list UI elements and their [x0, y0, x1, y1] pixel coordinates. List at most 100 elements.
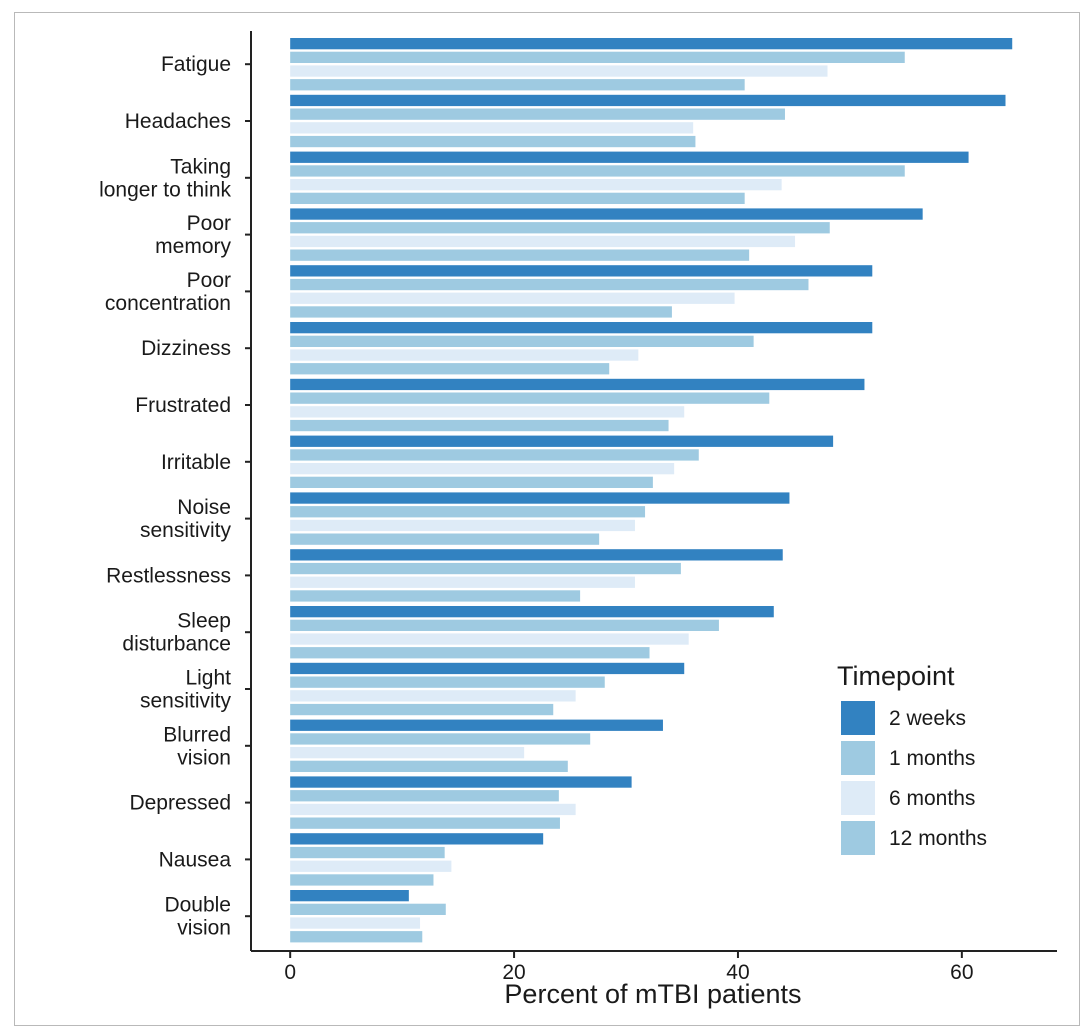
legend-label: 12 months: [889, 827, 987, 850]
category-label: Blurred: [163, 723, 231, 746]
bar: [290, 890, 409, 902]
x-tick-label: 40: [726, 961, 749, 984]
x-tick-label: 0: [284, 961, 296, 984]
x-tick-label: 20: [502, 961, 525, 984]
bar: [290, 135, 696, 148]
bar: [290, 492, 790, 504]
category-label: Depressed: [129, 792, 231, 815]
category-label: Fatigue: [161, 53, 231, 76]
bar: [290, 108, 785, 120]
bar: [290, 122, 694, 134]
bars-group: [290, 38, 1013, 943]
bar: [290, 392, 770, 404]
bar: [290, 733, 591, 745]
bar: [290, 776, 632, 788]
category-label: Noise: [177, 496, 231, 519]
bar: [290, 860, 452, 872]
bar: [290, 208, 923, 220]
category-label: vision: [177, 917, 231, 940]
category-label: Poor: [187, 269, 231, 292]
bar: [290, 192, 745, 204]
category-label: Headaches: [125, 110, 231, 133]
category-label: vision: [177, 746, 231, 769]
bar: [290, 463, 675, 475]
bar: [290, 292, 735, 304]
bar: [290, 833, 544, 845]
legend-label: 2 weeks: [889, 707, 966, 730]
bar: [290, 790, 559, 802]
legend-label: 6 months: [889, 787, 975, 810]
legend-title: Timepoint: [837, 661, 955, 691]
bar: [290, 619, 719, 631]
bar: [290, 65, 828, 77]
bar: [290, 846, 445, 859]
category-label: Poor: [187, 212, 231, 235]
bar: [290, 803, 576, 816]
bar: [290, 349, 639, 361]
legend-items: 2 weeks 1 months 6 months 12 months: [841, 701, 987, 855]
bar: [290, 249, 750, 261]
bar: [290, 606, 774, 618]
bar: [290, 590, 581, 602]
category-label: Double: [164, 894, 231, 917]
legend-swatch: [841, 781, 875, 815]
bar: [290, 406, 685, 418]
x-axis-title: Percent of mTBI patients: [504, 979, 801, 1009]
axes-group: [250, 31, 1057, 952]
bar: [290, 378, 865, 391]
bar: [290, 322, 873, 334]
bar: [290, 335, 754, 347]
bar: [290, 662, 685, 675]
x-tick-label: 60: [950, 961, 973, 984]
bar: [290, 51, 905, 63]
category-label: sensitivity: [140, 519, 232, 542]
category-label: Irritable: [161, 451, 231, 474]
bar: [290, 903, 446, 915]
bar: [290, 690, 576, 702]
legend: Timepoint 2 weeks 1 months 6 months 12 mont…: [837, 661, 987, 855]
bar: [290, 533, 600, 545]
bar: [290, 747, 525, 759]
bar: [290, 38, 1013, 50]
category-label: Nausea: [159, 848, 232, 871]
category-label: Sleep: [177, 610, 231, 633]
bar: [290, 94, 1006, 107]
bar: [290, 817, 560, 829]
bar: [290, 874, 434, 886]
legend-swatch: [841, 821, 875, 855]
bar: [290, 647, 650, 659]
bar: [290, 179, 782, 191]
category-label: Light: [185, 667, 231, 690]
bar: [290, 633, 689, 645]
category-label: Taking: [170, 155, 231, 178]
bar: [290, 562, 681, 575]
bar: [290, 419, 669, 432]
bar: [290, 760, 568, 772]
bar: [290, 549, 783, 561]
bar: [290, 278, 809, 291]
bar: [290, 306, 672, 318]
category-label: concentration: [105, 292, 231, 315]
bar: [290, 931, 423, 943]
category-label: Restlessness: [106, 564, 231, 587]
category-label: longer to think: [99, 178, 231, 201]
bar: [290, 151, 969, 163]
category-label: Frustrated: [135, 394, 231, 417]
bar: [290, 576, 635, 588]
legend-label: 1 months: [889, 747, 975, 770]
category-label: disturbance: [122, 633, 231, 656]
bar: [290, 476, 653, 488]
bar: [290, 506, 646, 518]
category-label: Dizziness: [141, 337, 231, 360]
legend-swatch: [841, 701, 875, 735]
bar: [290, 449, 699, 461]
figure-frame: Fatigue Headaches Taking longer to think Poo…: [14, 12, 1080, 1026]
bar: [290, 435, 834, 447]
bar: [290, 79, 745, 91]
bar: [290, 222, 830, 234]
category-label: memory: [155, 235, 231, 258]
bar: [290, 719, 663, 731]
bar: [290, 703, 554, 716]
bar: [290, 676, 605, 688]
